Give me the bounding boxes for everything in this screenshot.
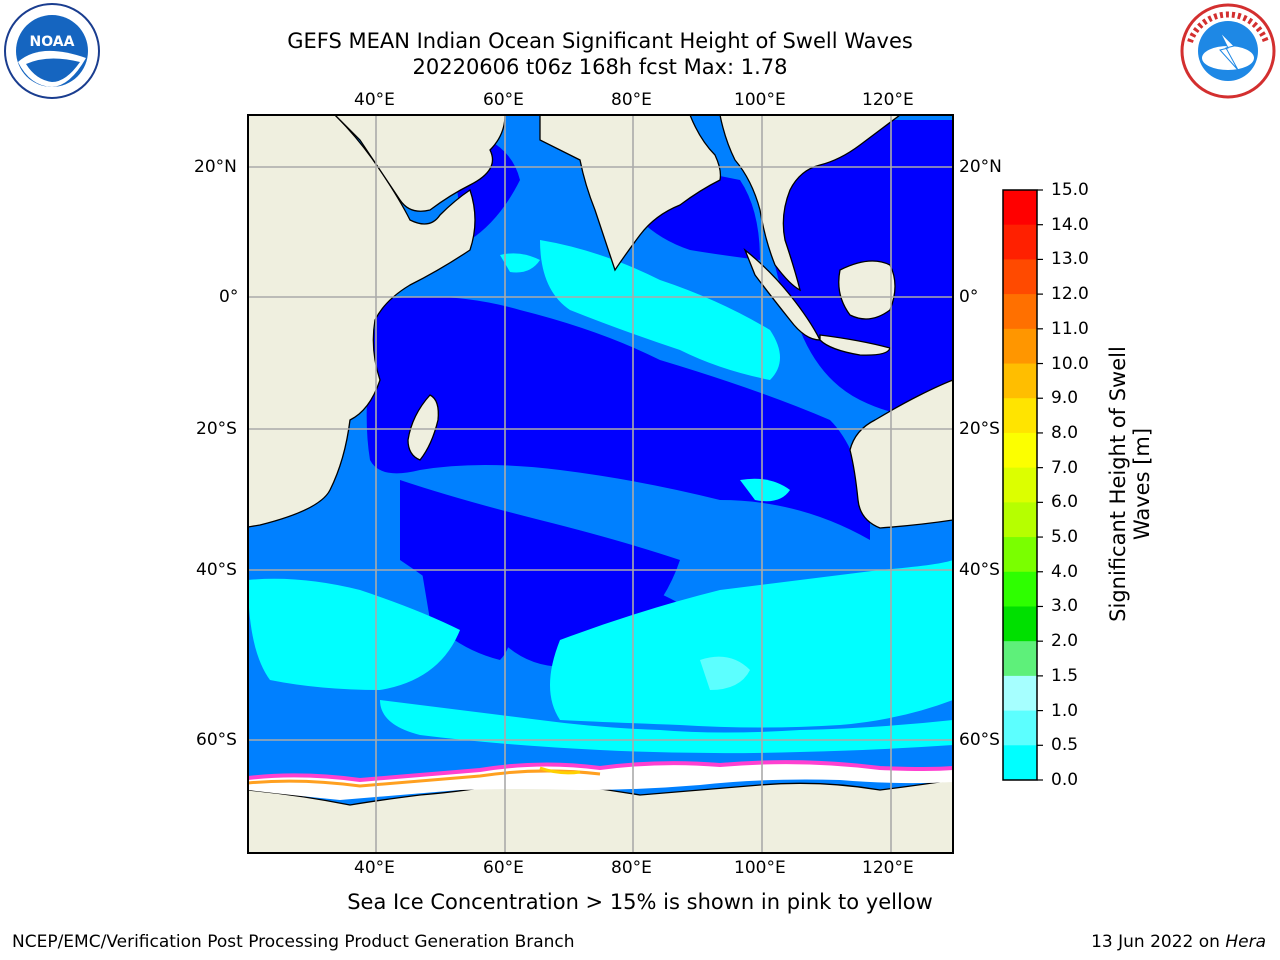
colorbar-tick-label: 12.0: [1051, 284, 1089, 305]
colorbar-tick-label: 13.0: [1051, 249, 1089, 270]
colorbar-segment: [1003, 606, 1037, 642]
colorbar-segment: [1003, 745, 1037, 781]
lat-label-left: 20°N: [194, 157, 237, 177]
colorbar-tick-label: 9.0: [1051, 388, 1079, 409]
lon-label-top: 60°E: [483, 90, 524, 110]
colorbar-tick-label: 15.0: [1051, 180, 1089, 200]
generation-date: 13 Jun 2022 on Hera: [1091, 932, 1266, 952]
map-subtitle: 20220606 t06z 168h fcst Max: 1.78: [412, 55, 788, 79]
colorbar-segment: [1003, 502, 1037, 538]
lat-label-left: 20°S: [196, 419, 237, 439]
colorbar-tick-label: 10.0: [1051, 353, 1089, 374]
lon-label-bottom: 60°E: [483, 858, 524, 878]
colorbar-tick-label: 2.0: [1051, 631, 1079, 652]
lat-label-left: 0°: [219, 287, 239, 307]
colorbar-segment: [1003, 294, 1037, 330]
colorbar-segment: [1003, 710, 1037, 746]
graticule: [248, 115, 953, 853]
svg-text:NOAA: NOAA: [30, 34, 75, 50]
colorbar-title: Significant Height of Swell Waves [m]: [1106, 334, 1154, 634]
map-frame: [247, 114, 954, 854]
lat-label-right: 20°N: [959, 157, 1002, 177]
colorbar-title-line2: Waves [m]: [1130, 427, 1154, 541]
lon-label-bottom: 80°E: [611, 858, 652, 878]
lat-label-right: 20°S: [959, 419, 1000, 439]
colorbar-tick-label: 3.0: [1051, 596, 1079, 617]
colorbar-segment: [1003, 328, 1037, 365]
lat-label-right: 0°: [959, 287, 979, 307]
lat-label-left: 40°S: [196, 560, 237, 580]
colorbar-segment: [1003, 571, 1037, 607]
colorbar-tick-label: 0.0: [1051, 770, 1079, 790]
host-name: Hera: [1225, 932, 1266, 952]
colorbar-tick-label: 5.0: [1051, 527, 1079, 548]
swell-band-1.5-2.0: [700, 656, 750, 690]
colorbar-segment: [1003, 398, 1037, 434]
lon-label-bottom: 100°E: [734, 858, 786, 878]
lon-label-bottom: 120°E: [862, 858, 914, 878]
colorbar-frame: [1002, 189, 1038, 781]
colorbar-tick-label: 0.5: [1051, 735, 1079, 756]
colorbar-tick-label: 1.5: [1051, 665, 1079, 686]
colorbar-tick-label: 1.0: [1051, 700, 1079, 721]
colorbar-segment: [1003, 190, 1037, 226]
colorbar-segment: [1003, 537, 1037, 573]
land-masses: [248, 115, 953, 853]
colorbar-segment: [1003, 432, 1037, 469]
colorbar-title-line1: Significant Height of Swell: [1106, 346, 1130, 622]
lat-label-right: 60°S: [959, 730, 1000, 750]
colorbar-segment: [1003, 363, 1037, 399]
colorbar-segment: [1003, 467, 1037, 503]
lon-label-top: 120°E: [862, 90, 914, 110]
lat-label-left: 60°S: [196, 730, 237, 750]
lon-label-top: 40°E: [354, 90, 395, 110]
noaa-logo-icon: NOAA: [0, 2, 104, 100]
colorbar-segment: [1003, 675, 1037, 712]
colorbar-tick-label: 14.0: [1051, 214, 1089, 235]
lon-label-top: 80°E: [611, 90, 652, 110]
colorbar-tick-label: 11.0: [1051, 318, 1089, 339]
lon-label-bottom: 40°E: [354, 858, 395, 878]
colorbar-tick-label: 4.0: [1051, 561, 1079, 582]
colorbar-tick-label: 6.0: [1051, 492, 1079, 513]
colorbar-segment: [1003, 259, 1037, 295]
colorbar-segment: [1003, 641, 1037, 677]
producer-credit: NCEP/EMC/Verification Post Processing Pr…: [12, 932, 575, 952]
lat-label-right: 40°S: [959, 560, 1000, 580]
colorbar-tick-label: 7.0: [1051, 457, 1079, 478]
nws-logo-icon: [1176, 2, 1280, 100]
sea-ice-band: [248, 760, 953, 800]
sea-ice-note: Sea Ice Concentration > 15% is shown in …: [347, 890, 933, 914]
map-title: GEFS MEAN Indian Ocean Significant Heigh…: [287, 29, 913, 53]
lon-label-top: 100°E: [734, 90, 786, 110]
colorbar-segment: [1003, 224, 1037, 260]
colorbar-tick-label: 8.0: [1051, 422, 1079, 443]
date-text: 13 Jun 2022 on: [1091, 932, 1226, 952]
